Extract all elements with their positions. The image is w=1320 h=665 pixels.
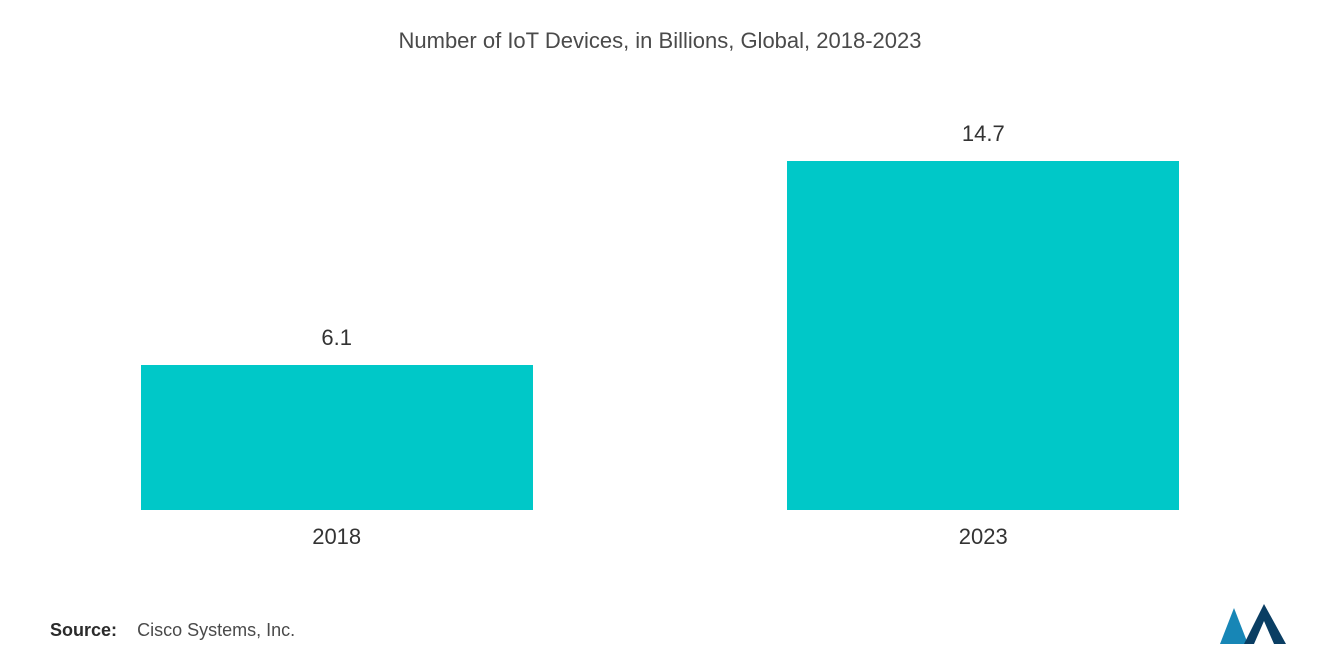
source-label: Source: <box>50 620 117 640</box>
bar-group: 6.12018 <box>141 90 533 510</box>
bar <box>141 365 533 510</box>
chart-title: Number of IoT Devices, in Billions, Glob… <box>0 28 1320 54</box>
mordor-intelligence-logo-icon <box>1220 604 1286 649</box>
source-spacer <box>122 620 132 640</box>
source-text: Cisco Systems, Inc. <box>137 620 295 640</box>
bar-category-label: 2023 <box>787 524 1179 550</box>
plot-area: 6.12018 14.72023 <box>130 90 1190 510</box>
bar-category-label: 2018 <box>141 524 533 550</box>
bar-chart: Number of IoT Devices, in Billions, Glob… <box>0 0 1320 665</box>
bar-group: 14.72023 <box>787 90 1179 510</box>
bar-value-label: 14.7 <box>787 121 1179 147</box>
source-attribution: Source: Cisco Systems, Inc. <box>50 620 295 641</box>
bar <box>787 161 1179 510</box>
bar-value-label: 6.1 <box>141 325 533 351</box>
